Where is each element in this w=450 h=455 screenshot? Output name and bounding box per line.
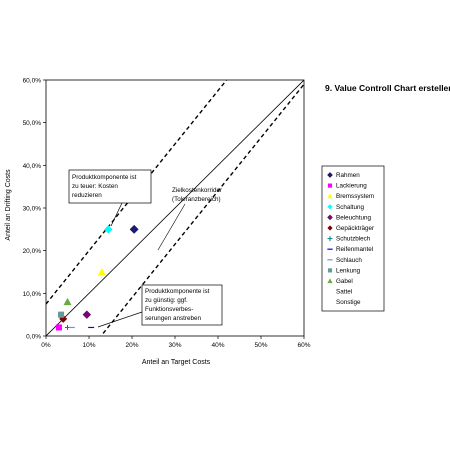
legend-marker	[327, 204, 333, 210]
annotation-line: zu günstig: ggf.	[145, 297, 188, 304]
annotation-pointer	[97, 311, 143, 328]
legend-label: Schutzblech	[336, 236, 371, 243]
legend-label: Sattel	[336, 289, 352, 296]
legend-marker	[327, 214, 333, 221]
data-point	[129, 224, 139, 234]
chart-title: 9. Value Controll Chart erstellen	[325, 83, 450, 93]
legend-marker	[327, 193, 333, 199]
y-tick-label: 30,0%	[23, 206, 42, 213]
reference-lines	[46, 80, 304, 336]
y-tick-label: 50,0%	[23, 120, 42, 127]
legend-label: Sonstige	[336, 299, 361, 306]
annotation-line: zu teuer: Kosten	[72, 183, 118, 190]
data-point	[55, 324, 62, 331]
legend-marker	[327, 172, 333, 178]
data-point	[63, 297, 72, 306]
legend-marker	[327, 236, 333, 242]
x-tick-label: 50%	[254, 342, 267, 349]
legend-label: Beleuchtung	[336, 214, 372, 221]
annotation-too-cheap: Produktkomponente ist zu günstig: ggf. F…	[97, 284, 223, 328]
legend-label: Reifenmantel	[336, 246, 373, 253]
legend-label: Rahmen	[336, 172, 360, 179]
y-axis-label: Anteil an Drifting Costs	[5, 169, 12, 241]
x-tick-label: 10%	[82, 342, 95, 349]
y-axis: 0,0% 10,0% 20,0% 30,0% 40,0% 50,0% 60,0%	[23, 78, 46, 341]
x-axis: 0% 10% 20% 30% 40% 50% 60%	[41, 336, 311, 349]
annotation-too-expensive: Produktkomponente ist zu teuer: Kosten r…	[68, 169, 152, 227]
x-axis-label: Anteil an Target Costs	[142, 359, 211, 366]
data-points	[55, 224, 139, 331]
legend-label: Bremssystem	[336, 193, 374, 200]
legend-marker	[327, 225, 333, 231]
x-tick-label: 40%	[211, 342, 224, 349]
legend-marker	[327, 268, 333, 273]
data-point	[58, 311, 65, 318]
x-tick-label: 30%	[168, 342, 181, 349]
legend-marker	[327, 183, 333, 188]
legend-label: Lenkung	[336, 267, 361, 274]
annotation-line: (Toleranzbereich)	[172, 196, 221, 203]
reference-line-lower	[100, 83, 304, 336]
legend-label: Schlauch	[336, 257, 362, 264]
y-tick-label: 20,0%	[23, 248, 42, 255]
data-point	[82, 310, 92, 319]
legend-label: Gepäckträger	[336, 225, 374, 232]
annotation-line: Funktionsverbes-	[145, 306, 193, 313]
legend-label: Gabel	[336, 278, 353, 285]
reference-line-diagonal	[46, 80, 304, 336]
annotation-line: Produktkomponente ist	[145, 288, 210, 295]
annotation-line: Produktkomponente ist	[72, 174, 137, 181]
annotation-pointer	[110, 202, 123, 227]
y-tick-label: 0,0%	[26, 334, 41, 341]
legend-label: Lackierung	[336, 183, 367, 190]
legend-marker	[327, 278, 333, 284]
annotation-pointer	[157, 203, 186, 251]
annotation-line: reduzieren	[72, 192, 102, 199]
annotation-line: serungen anstreben	[145, 315, 202, 322]
x-tick-label: 0%	[41, 342, 51, 349]
data-point	[104, 225, 113, 234]
data-point	[97, 268, 106, 276]
y-tick-label: 10,0%	[23, 291, 42, 298]
annotation-corridor: Zielkostenkorridor (Toleranzbereich)	[157, 187, 222, 251]
annotation-line: Zielkostenkorridor	[172, 187, 222, 194]
legend-label: Schaltung	[336, 204, 365, 211]
y-tick-label: 60,0%	[23, 78, 42, 85]
x-tick-label: 60%	[297, 342, 310, 349]
reference-line-upper	[46, 80, 228, 305]
x-tick-label: 20%	[125, 342, 138, 349]
y-tick-label: 40,0%	[23, 163, 42, 170]
legend: Rahmen Lackierung Bremssystem Schaltung Bele…	[321, 165, 385, 312]
